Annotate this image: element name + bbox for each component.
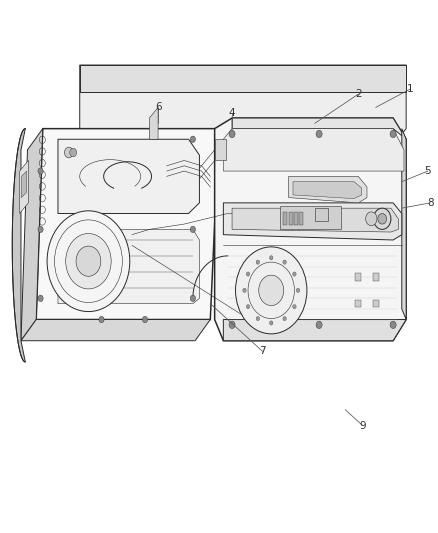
Circle shape <box>243 288 246 293</box>
Polygon shape <box>315 208 328 221</box>
Bar <box>299 212 303 225</box>
Polygon shape <box>293 182 362 199</box>
Polygon shape <box>223 128 404 171</box>
Polygon shape <box>21 171 27 198</box>
Text: 2: 2 <box>355 89 362 99</box>
Polygon shape <box>289 176 367 203</box>
Polygon shape <box>215 118 406 341</box>
Circle shape <box>296 288 300 293</box>
Polygon shape <box>223 319 406 341</box>
Polygon shape <box>215 139 226 160</box>
Circle shape <box>269 256 273 260</box>
Bar <box>373 300 379 308</box>
Circle shape <box>316 130 322 138</box>
Circle shape <box>293 304 296 309</box>
Polygon shape <box>58 229 199 304</box>
Polygon shape <box>12 128 25 362</box>
Bar <box>283 212 287 225</box>
Polygon shape <box>232 118 406 139</box>
Polygon shape <box>58 139 199 214</box>
Bar <box>355 300 361 308</box>
Circle shape <box>283 260 286 264</box>
Bar <box>289 212 293 225</box>
Bar <box>294 212 298 225</box>
Circle shape <box>64 147 73 158</box>
Bar <box>373 273 379 281</box>
Circle shape <box>99 317 104 322</box>
Circle shape <box>47 211 130 312</box>
Text: 8: 8 <box>427 198 433 208</box>
Polygon shape <box>223 203 402 240</box>
Text: 1: 1 <box>407 84 414 94</box>
Polygon shape <box>80 65 406 150</box>
Circle shape <box>229 130 235 138</box>
Circle shape <box>246 272 250 276</box>
Polygon shape <box>20 160 28 214</box>
Polygon shape <box>149 108 158 139</box>
Circle shape <box>236 247 307 334</box>
Circle shape <box>142 317 148 322</box>
Circle shape <box>293 272 296 276</box>
Circle shape <box>66 233 111 289</box>
Circle shape <box>256 317 260 321</box>
Polygon shape <box>80 65 406 92</box>
Circle shape <box>190 136 195 142</box>
Circle shape <box>229 321 235 328</box>
Circle shape <box>38 168 43 174</box>
Circle shape <box>269 321 273 325</box>
Circle shape <box>190 295 195 302</box>
Circle shape <box>256 260 260 264</box>
Text: 9: 9 <box>359 421 366 431</box>
Bar <box>355 273 361 281</box>
Circle shape <box>38 295 43 302</box>
Polygon shape <box>21 128 43 341</box>
Bar <box>280 206 341 229</box>
Circle shape <box>259 275 284 305</box>
Polygon shape <box>36 128 219 319</box>
Circle shape <box>390 130 396 138</box>
Circle shape <box>70 148 77 157</box>
Circle shape <box>38 226 43 232</box>
Text: 5: 5 <box>424 166 431 176</box>
Circle shape <box>76 246 101 276</box>
Text: 7: 7 <box>259 346 266 357</box>
Text: 4: 4 <box>229 108 235 118</box>
Circle shape <box>246 304 250 309</box>
Circle shape <box>316 321 322 328</box>
Circle shape <box>190 226 195 232</box>
Circle shape <box>378 214 387 224</box>
Circle shape <box>283 317 286 321</box>
Text: 6: 6 <box>155 102 161 112</box>
Circle shape <box>390 321 396 328</box>
Polygon shape <box>21 319 210 341</box>
Polygon shape <box>402 128 406 319</box>
Polygon shape <box>232 208 398 232</box>
Circle shape <box>366 212 377 225</box>
Circle shape <box>374 208 391 229</box>
